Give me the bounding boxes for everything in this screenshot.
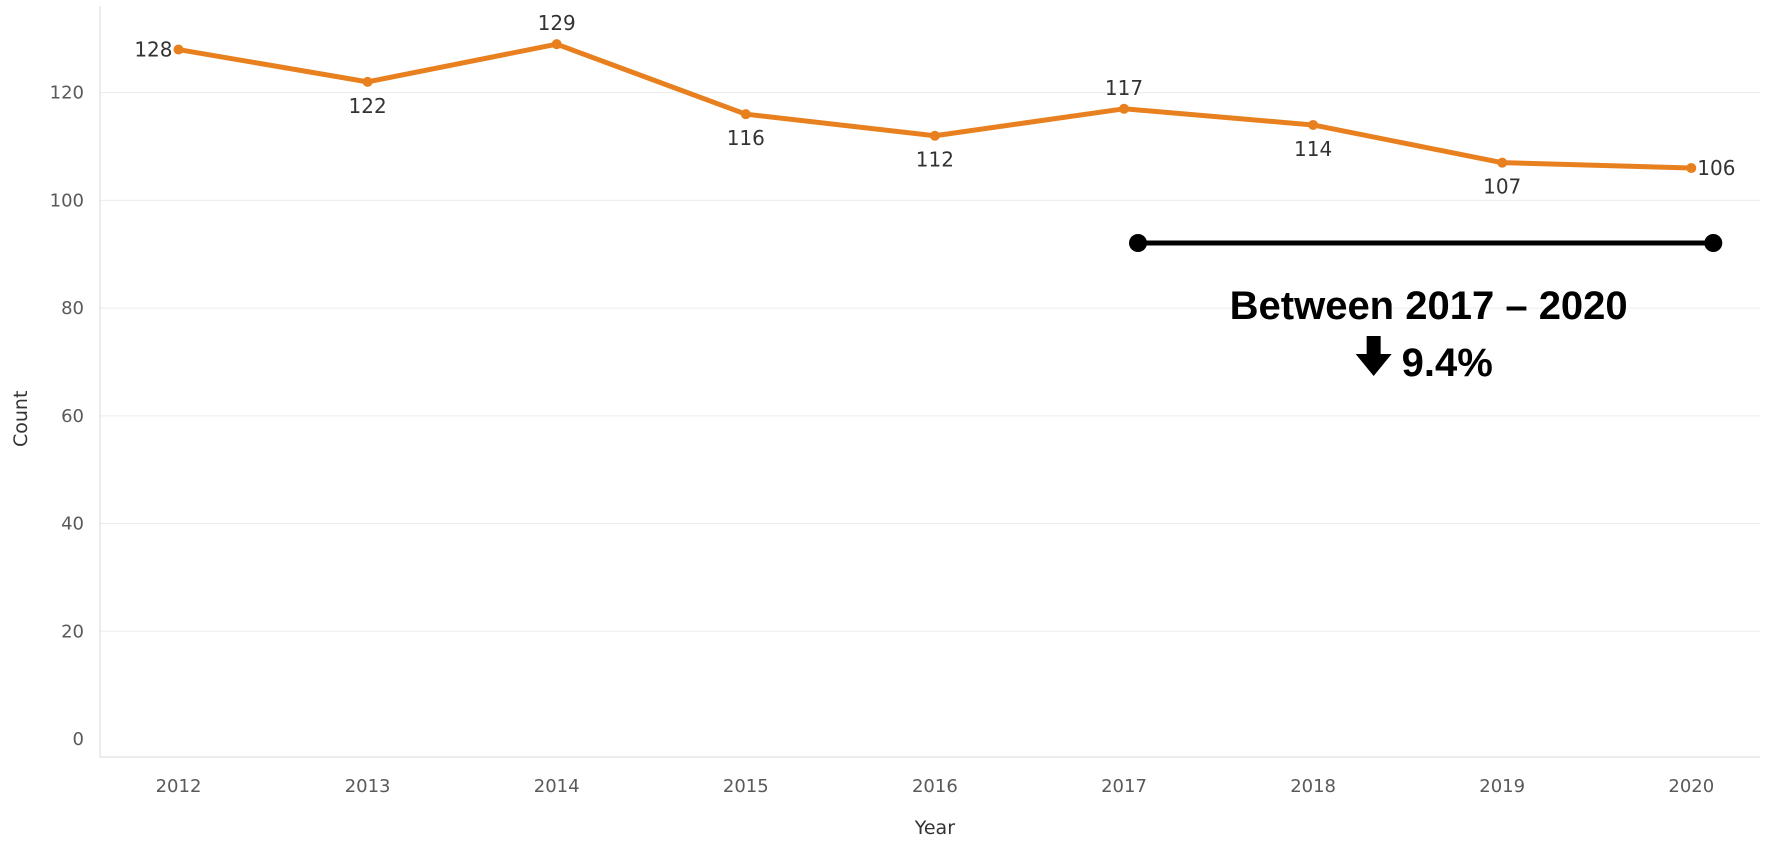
x-axis-title: Year: [914, 817, 955, 839]
data-label: 128: [134, 38, 172, 62]
x-tick-label: 2013: [345, 776, 391, 797]
annotation-endpoint: [1704, 234, 1723, 252]
y-tick-label: 120: [50, 83, 84, 104]
y-tick-label: 80: [61, 298, 84, 319]
y-axis-title: Count: [10, 391, 32, 447]
y-tick-label: 0: [73, 729, 84, 750]
y-tick-label: 60: [61, 406, 84, 427]
data-point: [173, 44, 184, 55]
x-tick-label: 2020: [1668, 776, 1714, 797]
data-label: 114: [1294, 137, 1332, 161]
data-point: [929, 130, 940, 141]
gridlines: [100, 92, 1760, 632]
x-tick-label: 2016: [912, 776, 958, 797]
data-point: [740, 109, 751, 120]
data-labels: 128 122 129 116 112 117 114 107 106: [134, 11, 1735, 199]
x-tick-label: 2015: [723, 776, 769, 797]
data-label: 129: [538, 11, 576, 35]
y-tick-label: 100: [50, 190, 84, 211]
arrow-down-icon: [1355, 336, 1392, 376]
data-label: 106: [1697, 156, 1735, 180]
data-label: 107: [1483, 175, 1521, 199]
data-point: [1497, 157, 1508, 168]
data-label: 116: [727, 126, 765, 150]
x-tick-label: 2019: [1479, 776, 1525, 797]
data-point: [1119, 103, 1129, 114]
series-line: [173, 39, 1697, 174]
data-label: 122: [349, 94, 387, 118]
x-tick-label: 2017: [1101, 776, 1147, 797]
axes: Count Year 0 20 40 60 80 100 120 2012 2013 2014 20…: [10, 6, 1760, 839]
y-tick-label: 40: [61, 514, 84, 535]
x-tick-label: 2018: [1290, 776, 1336, 797]
x-tick-label: 2014: [534, 776, 580, 797]
annotation-change: 9.4%: [1402, 341, 1493, 385]
data-point: [362, 76, 373, 87]
data-point: [1308, 119, 1319, 130]
annotation-endpoint: [1129, 234, 1147, 252]
annotation-title: Between 2017 – 2020: [1230, 284, 1628, 328]
data-point: [551, 39, 562, 50]
data-label: 117: [1105, 76, 1143, 100]
data-point: [1686, 163, 1697, 174]
annotation: Between 2017 – 2020 9.4%: [1129, 234, 1723, 385]
y-tick-label: 20: [61, 621, 84, 642]
data-label: 112: [916, 148, 954, 172]
x-tick-label: 2012: [156, 776, 202, 797]
